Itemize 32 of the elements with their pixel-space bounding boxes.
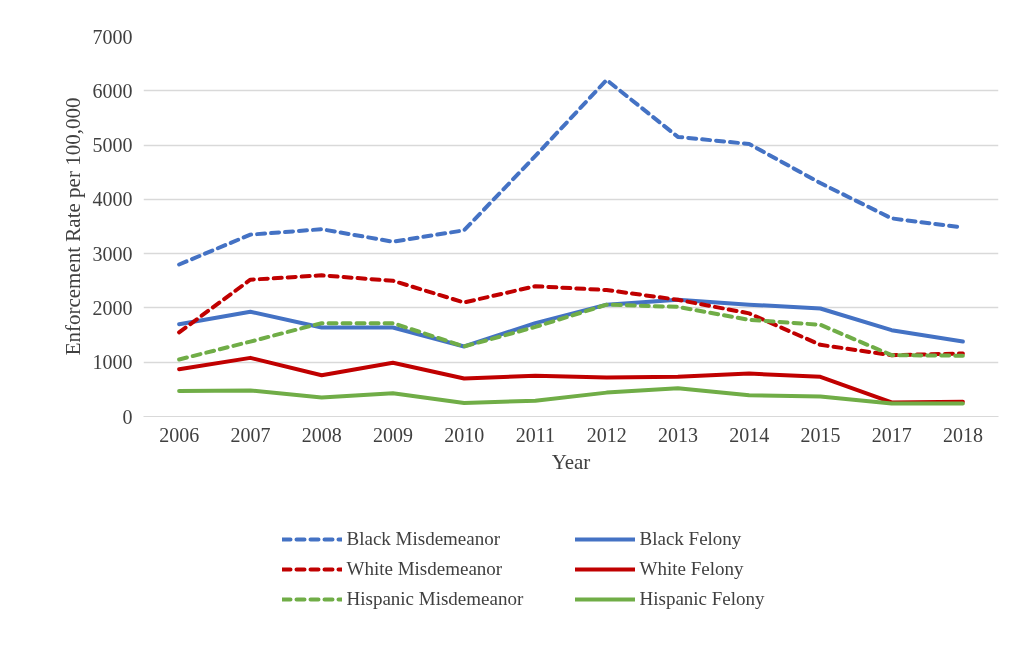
- legend-label: White Felony: [639, 557, 745, 580]
- line-series: [177, 386, 965, 406]
- y-tick-label: 0: [122, 405, 133, 428]
- x-tick-label: 2013: [657, 423, 698, 446]
- line-series: [177, 273, 965, 358]
- line-series: [177, 355, 965, 405]
- y-tick-label: 5000: [92, 134, 133, 157]
- x-tick-label: 2014: [729, 423, 770, 446]
- y-axis-title: Enforcement Rate per 100,000: [60, 97, 85, 356]
- line-series: [177, 302, 965, 362]
- x-tick-label: 2011: [515, 423, 556, 446]
- x-axis-title: Year: [551, 449, 591, 474]
- y-tick-label: 3000: [92, 242, 133, 265]
- y-tick-label: 7000: [92, 25, 133, 48]
- x-tick-label: 2012: [586, 423, 627, 446]
- x-tick-label: 2008: [301, 423, 342, 446]
- legend-label: Hispanic Felony: [639, 587, 766, 610]
- y-tick-label: 1000: [92, 351, 133, 374]
- legend-label: Black Misdemeanor: [346, 527, 502, 550]
- x-tick-label: 2009: [372, 423, 413, 446]
- x-tick-label: 2010: [444, 423, 485, 446]
- legend-label: Black Felony: [639, 527, 743, 550]
- legend-label: White Misdemeanor: [346, 557, 504, 580]
- x-tick-label: 2007: [230, 423, 271, 446]
- y-tick-label: 4000: [92, 188, 133, 211]
- x-tick-label: 2015: [800, 423, 841, 446]
- x-tick-label: 2017: [871, 423, 912, 446]
- x-tick-label: 2018: [942, 423, 983, 446]
- y-tick-label: 2000: [92, 296, 133, 319]
- x-tick-label: 2006: [159, 423, 200, 446]
- legend-label: Hispanic Misdemeanor: [346, 587, 525, 610]
- y-tick-label: 6000: [92, 79, 133, 102]
